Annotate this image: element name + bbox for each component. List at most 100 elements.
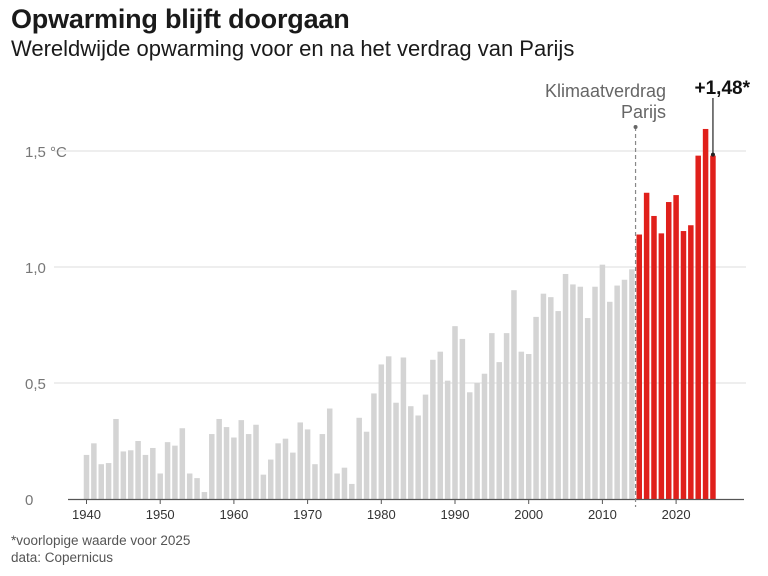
x-tick-label: 1960 [219, 507, 248, 522]
bar-1979 [371, 393, 377, 499]
chart-subtitle: Wereldwijde opwarming voor en na het ver… [11, 36, 575, 61]
bar-1965 [268, 459, 274, 499]
bar-1980 [378, 364, 385, 499]
bar-1958 [216, 418, 222, 499]
x-tick-label: 1950 [146, 507, 175, 522]
bar-2007 [577, 286, 584, 499]
y-tick-label: 1,0 [25, 260, 46, 277]
bar-1971 [312, 464, 318, 499]
bar-1963 [253, 424, 259, 499]
bar-1943 [105, 463, 112, 499]
bar-1949 [150, 447, 156, 499]
bar-2008 [584, 318, 591, 499]
footnote-provisional: *voorlopige waarde voor 2025 [11, 533, 191, 548]
bar-2009 [592, 286, 598, 499]
bar-2005 [562, 273, 569, 499]
bar-2014 [629, 269, 635, 499]
y-tick-label: 0 [25, 492, 33, 509]
bar-1995 [489, 333, 495, 499]
bar-1990 [452, 326, 458, 499]
bar-1957 [209, 434, 215, 499]
bar-1952 [172, 445, 178, 499]
bar-2010 [599, 264, 606, 499]
bar-1969 [297, 422, 303, 499]
bar-2023 [695, 155, 701, 499]
bar-1961 [238, 420, 245, 499]
callout-dot [710, 152, 715, 157]
bar-2016 [643, 192, 650, 499]
bar-1955 [194, 478, 200, 499]
bar-2024 [702, 128, 709, 499]
bar-1950 [157, 473, 163, 499]
bar-1993 [474, 383, 480, 499]
bar-1997 [503, 333, 510, 499]
callout-label: +1,48* [695, 78, 751, 99]
bar-1977 [356, 417, 362, 499]
bar-1959 [223, 427, 230, 499]
bar-2011 [607, 301, 613, 499]
bar-2019 [665, 202, 672, 500]
paris-marker-dot [633, 125, 638, 129]
bar-2017 [651, 215, 657, 499]
bar-1966 [275, 443, 281, 499]
bar-1996 [496, 362, 502, 499]
bar-1945 [120, 451, 127, 499]
bar-1954 [186, 473, 193, 499]
bar-1975 [341, 467, 348, 499]
bar-1964 [260, 474, 267, 499]
bar-2002 [540, 293, 547, 499]
paris-label-line1: Klimaatverdrag [545, 81, 666, 101]
bar-1981 [385, 356, 392, 499]
bar-1960 [231, 437, 237, 499]
bar-1968 [290, 452, 296, 499]
bar-2000 [525, 354, 532, 499]
bar-1942 [98, 464, 104, 499]
bars [83, 128, 716, 500]
y-tick-label: 1,5 °C [25, 144, 67, 161]
bar-1956 [201, 492, 208, 499]
bar-2025 [710, 155, 716, 499]
axes: 0 0,5 1,0 1,5 °C 1940 1950 1960 1970 1980 1990 200… [25, 144, 744, 522]
bar-1944 [113, 418, 119, 499]
x-tick-label: 1990 [441, 507, 470, 522]
bar-1982 [393, 402, 399, 499]
chart-title: Opwarming blijft doorgaan [11, 4, 350, 34]
bar-2003 [548, 297, 554, 499]
bar-1970 [304, 429, 311, 499]
bar-2012 [614, 285, 620, 499]
x-tick-label: 2020 [662, 507, 691, 522]
bar-1978 [363, 431, 370, 499]
bar-1987 [430, 359, 436, 499]
bar-2021 [680, 231, 687, 500]
bar-2001 [533, 316, 539, 499]
x-tick-label: 2000 [514, 507, 543, 522]
bar-1998 [511, 290, 517, 499]
bar-1947 [135, 441, 141, 499]
bar-1962 [245, 434, 252, 499]
bar-1941 [91, 443, 97, 499]
bar-1976 [349, 483, 355, 499]
grid-lines [54, 150, 746, 384]
bar-1953 [179, 428, 186, 499]
bar-2013 [621, 279, 628, 499]
paris-label-line2: Parijs [621, 102, 666, 122]
bar-1984 [408, 406, 414, 499]
bar-1989 [444, 380, 451, 499]
x-tick-label: 2010 [588, 507, 617, 522]
bar-1992 [466, 392, 473, 499]
footnote-source: data: Copernicus [11, 550, 114, 565]
bar-1973 [326, 408, 333, 499]
bar-1983 [400, 357, 407, 499]
bar-2015 [636, 234, 642, 499]
bar-1985 [415, 415, 421, 499]
bar-1986 [422, 394, 429, 499]
x-tick-label: 1980 [367, 507, 396, 522]
bar-2022 [688, 225, 694, 500]
bar-1940 [83, 454, 90, 499]
bar-2018 [658, 233, 665, 500]
bar-2006 [570, 284, 576, 499]
bar-1974 [334, 473, 340, 499]
bar-1988 [437, 351, 444, 499]
